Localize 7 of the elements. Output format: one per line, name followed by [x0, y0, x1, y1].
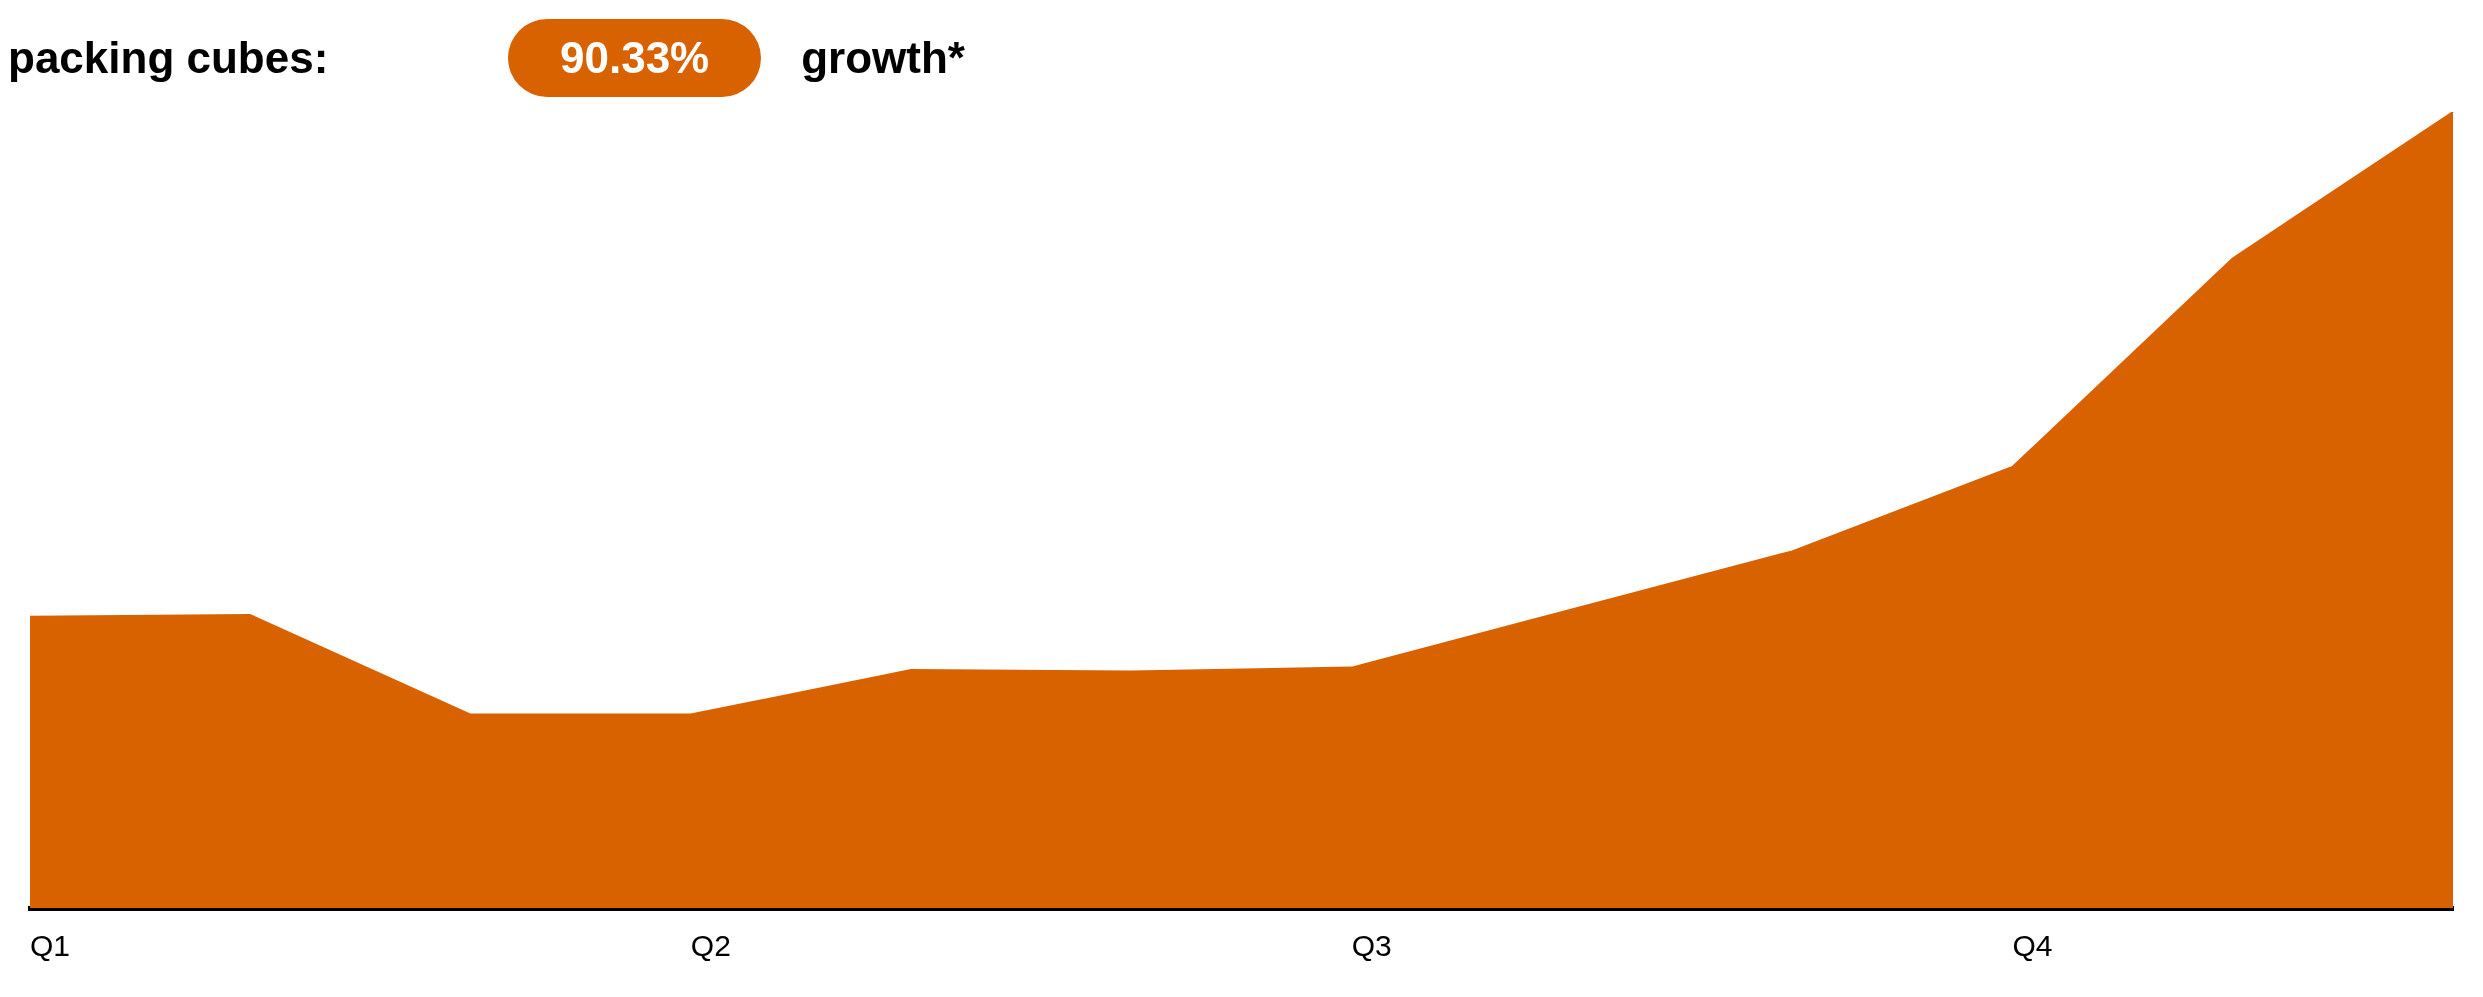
text: growth* — [801, 33, 965, 83]
chart-title: packing cubes: — [8, 33, 330, 83]
x-tick-label: Q1 — [30, 929, 71, 963]
x-tick-label: Q2 — [690, 929, 731, 963]
text: 90.33% — [508, 19, 762, 97]
x-tick-label: Q3 — [1351, 929, 1392, 963]
x-tick-label: Q4 — [2012, 929, 2053, 963]
